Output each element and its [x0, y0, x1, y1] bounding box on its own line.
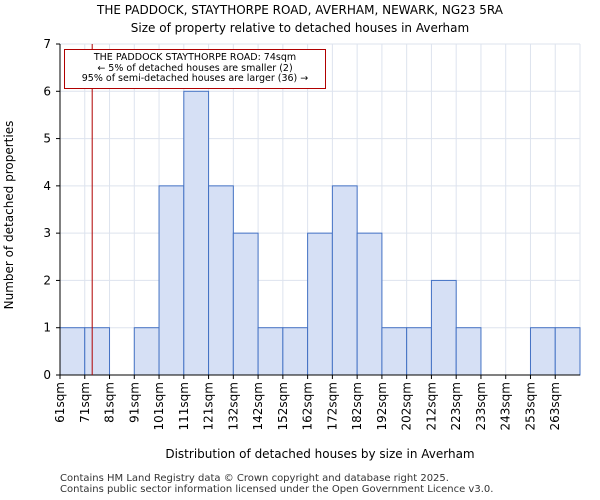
y-tick-label: 3: [43, 226, 51, 240]
x-axis-label: Distribution of detached houses by size …: [165, 447, 474, 461]
x-tick-label: 233sqm: [474, 382, 488, 430]
x-tick-label: 253sqm: [523, 382, 537, 430]
x-tick-label: 172sqm: [325, 382, 339, 430]
bar: [307, 232, 333, 376]
bar: [232, 232, 259, 376]
x-tick-label: 132sqm: [226, 382, 240, 430]
x-tick-label: 212sqm: [424, 382, 438, 430]
x-tick-label: 182sqm: [350, 382, 364, 430]
y-tick-label: 5: [43, 132, 51, 146]
x-tick-label: 121sqm: [202, 382, 216, 430]
bar: [84, 327, 111, 376]
x-tick-label: 111sqm: [177, 382, 191, 430]
bar: [59, 327, 86, 376]
x-tick-label: 243sqm: [499, 382, 513, 430]
y-tick-label: 2: [43, 273, 51, 287]
x-tick-label: 142sqm: [251, 382, 265, 430]
x-tick-label: 263sqm: [548, 382, 562, 430]
bar: [282, 327, 309, 376]
bar: [406, 327, 432, 376]
x-tick-label: 152sqm: [276, 382, 290, 430]
annotation-line-2: ← 5% of detached houses are smaller (2): [97, 62, 293, 74]
y-axis-label: Number of detached properties: [2, 121, 16, 310]
bar: [455, 327, 482, 376]
bar: [381, 327, 408, 376]
x-tick-label: 61sqm: [53, 382, 67, 423]
bar: [529, 327, 556, 376]
footer-copyright: Contains HM Land Registry data © Crown c…: [60, 473, 449, 484]
x-tick-label: 71sqm: [78, 382, 92, 423]
x-tick-label: 162sqm: [301, 382, 315, 430]
bar: [133, 327, 160, 376]
bar: [208, 185, 234, 376]
y-tick-label: 0: [43, 368, 51, 382]
bar: [430, 279, 457, 376]
bar: [158, 185, 185, 376]
footer-licence: Contains public sector information licen…: [60, 484, 494, 495]
x-tick-label: 81sqm: [103, 382, 117, 423]
y-tick-label: 7: [43, 37, 51, 51]
bar: [257, 327, 284, 376]
y-tick-label: 6: [43, 84, 51, 98]
x-tick-label: 101sqm: [152, 382, 166, 430]
bar: [356, 232, 383, 376]
annotation-line-1: THE PADDOCK STAYTHORPE ROAD: 74sqm: [93, 52, 297, 63]
annotation-box: THE PADDOCK STAYTHORPE ROAD: 74sqm ← 5% …: [64, 49, 326, 89]
annotation-line-3: 95% of semi-detached houses are larger (…: [81, 73, 309, 84]
x-tick-label: 91sqm: [127, 382, 141, 423]
y-tick-label: 1: [43, 321, 51, 335]
y-tick-label: 4: [43, 179, 51, 193]
bar: [183, 90, 210, 376]
x-tick-label: 202sqm: [400, 382, 414, 430]
bar: [331, 185, 358, 376]
chart-title-address: THE PADDOCK, STAYTHORPE ROAD, AVERHAM, N…: [97, 3, 503, 17]
x-tick-label: 192sqm: [375, 382, 389, 430]
chart-title: Size of property relative to detached ho…: [130, 21, 470, 35]
bar: [554, 327, 581, 376]
x-tick-label: 223sqm: [449, 382, 463, 430]
